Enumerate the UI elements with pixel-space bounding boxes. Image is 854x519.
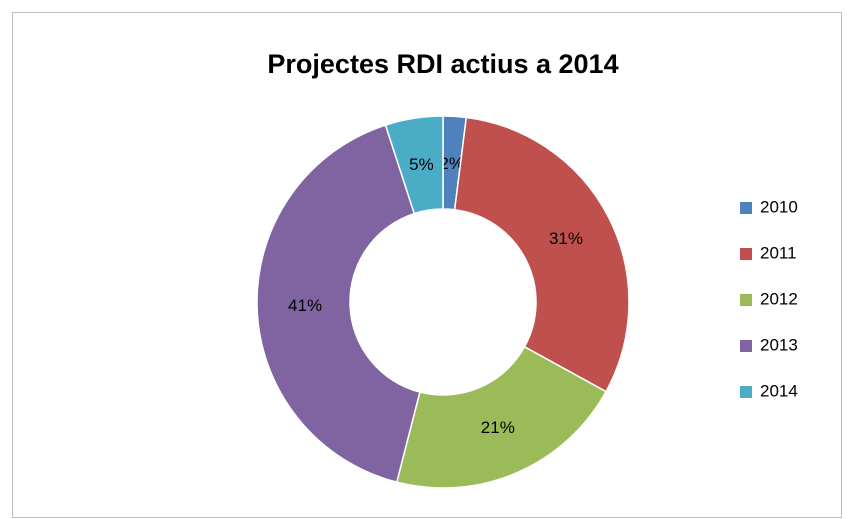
legend-swatch bbox=[740, 202, 752, 214]
legend-swatch bbox=[740, 248, 752, 260]
data-label: 41% bbox=[288, 296, 322, 315]
data-label: 5% bbox=[409, 155, 434, 174]
donut-slice bbox=[395, 345, 608, 489]
legend-swatch bbox=[740, 294, 752, 306]
donut-slice bbox=[256, 124, 421, 484]
legend-label: 2010 bbox=[760, 197, 798, 216]
data-label: 31% bbox=[549, 229, 583, 248]
legend-label: 2013 bbox=[760, 335, 798, 354]
legend-swatch bbox=[740, 386, 752, 398]
legend-label: 2012 bbox=[760, 289, 798, 308]
donut-slice bbox=[384, 115, 444, 215]
chart-title: Projectes RDI actius a 2014 bbox=[267, 49, 618, 79]
data-label: 2% bbox=[439, 154, 464, 173]
donut-slice bbox=[453, 116, 630, 393]
legend-label: 2014 bbox=[760, 381, 798, 400]
legend-swatch bbox=[740, 340, 752, 352]
data-label: 21% bbox=[481, 418, 515, 437]
legend-label: 2011 bbox=[760, 243, 797, 262]
